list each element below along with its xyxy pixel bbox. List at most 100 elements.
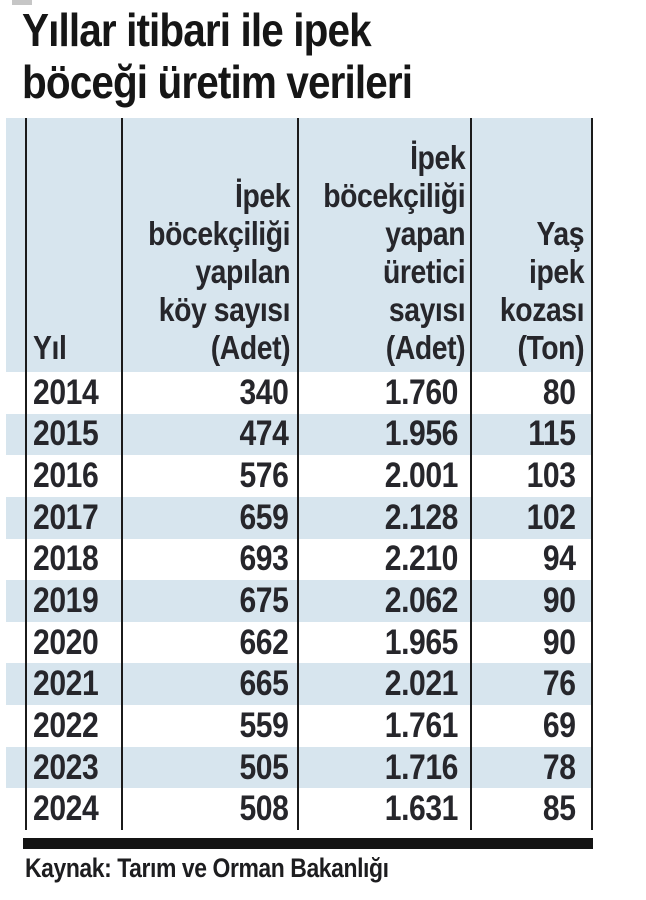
value-cell-villages: 662 (121, 621, 297, 664)
header-line: böcekçiliği (323, 177, 466, 214)
header-cell-text: Yıl (27, 329, 108, 367)
table-row: 2017 659 2.128 102 (6, 496, 593, 539)
row-left-margin (6, 622, 25, 664)
table-row: 2021 665 2.021 76 (6, 663, 593, 706)
value-cell-cocoon: 103 (470, 455, 593, 497)
value-cell-villages: 505 (121, 746, 297, 789)
year-cell: 2015 (25, 413, 121, 456)
table-row: 2014 340 1.760 80 (6, 372, 593, 414)
cell-text: 80 (542, 372, 576, 412)
year-cell: 2019 (25, 580, 121, 622)
value-cell-villages: 675 (121, 580, 297, 622)
cell-text: 2024 (33, 789, 99, 829)
header-line: kozası (499, 291, 585, 328)
cell-text: 103 (526, 456, 576, 496)
table-row: 2022 559 1.761 69 (6, 705, 593, 747)
value-cell-villages: 340 (121, 372, 297, 414)
cell-text: 115 (528, 414, 576, 454)
cell-text: 1.956 (384, 414, 459, 454)
year-cell: 2017 (25, 496, 121, 539)
header-line: İpek (410, 139, 466, 176)
page-title-text: Yıllar itibari ile ipek böceği üretim ver… (22, 4, 413, 108)
value-cell-cocoon: 78 (470, 746, 593, 789)
year-cell: 2022 (25, 705, 121, 747)
value-cell-cocoon: 102 (470, 496, 593, 539)
cell-text: 662 (239, 622, 289, 662)
cell-text: 693 (239, 539, 289, 579)
header-line: (Ton) (517, 329, 585, 366)
value-cell-producers: 1.956 (297, 413, 470, 456)
cell-text: 2018 (33, 539, 99, 579)
value-cell-cocoon: 69 (470, 705, 593, 747)
header-line: (Adet) (210, 329, 291, 366)
table-row: 2018 693 2.210 94 (6, 538, 593, 581)
row-left-margin (6, 747, 25, 789)
header-line: (Adet) (385, 329, 466, 366)
cell-text: 559 (239, 705, 289, 745)
row-left-margin (6, 455, 25, 497)
cell-text: 508 (239, 789, 289, 829)
header-line: sayısı (388, 291, 466, 328)
cell-text: 665 (239, 664, 289, 704)
header-line: İpek (235, 177, 291, 214)
cell-text: 2.062 (384, 581, 459, 621)
row-left-margin (6, 372, 25, 414)
header-line: yapılan (195, 253, 291, 290)
cell-text: 1.761 (384, 705, 459, 745)
year-cell: 2020 (25, 621, 121, 664)
title-line-1: Yıllar itibari ile ipek (22, 4, 372, 56)
row-left-margin (6, 580, 25, 622)
value-cell-producers: 1.965 (297, 621, 470, 664)
table-row: 2020 662 1.965 90 (6, 621, 593, 664)
cell-text: 1.965 (384, 622, 459, 662)
data-table: Yıl İpek böcekçiliği yapılan köy sayısı (Adet… (6, 118, 593, 831)
value-cell-producers: 1.761 (297, 705, 470, 747)
cell-text: 2017 (33, 497, 99, 537)
row-left-margin (6, 539, 25, 581)
value-cell-cocoon: 90 (470, 621, 593, 664)
value-cell-producers: 1.760 (297, 372, 470, 414)
cell-text: 2023 (33, 747, 99, 787)
cell-text: 1.631 (384, 789, 459, 829)
cell-text: 2015 (33, 414, 99, 454)
cell-text: 2.210 (384, 539, 459, 579)
table-row: 2016 576 2.001 103 (6, 455, 593, 497)
value-cell-villages: 474 (121, 413, 297, 456)
cell-text: 675 (239, 581, 289, 621)
table-row: 2015 474 1.956 115 (6, 413, 593, 456)
value-cell-producers: 2.062 (297, 580, 470, 622)
row-left-margin (6, 414, 25, 456)
header-line: Yıl (33, 329, 67, 366)
year-cell: 2023 (25, 746, 121, 789)
cell-text: 102 (526, 497, 576, 537)
header-cell-text: İpek böcekçiliği yapılan köy sayısı (Adet) (147, 177, 297, 367)
value-cell-cocoon: 76 (470, 663, 593, 706)
cell-text: 1.716 (384, 747, 459, 787)
row-left-margin (6, 705, 25, 747)
year-cell: 2018 (25, 538, 121, 581)
cell-text: 2016 (33, 456, 99, 496)
year-cell: 2016 (25, 455, 121, 497)
source-note: Kaynak: Tarım ve Orman Bakanlığı (25, 852, 453, 884)
bottom-rule (23, 838, 593, 849)
row-left-margin (6, 663, 25, 705)
crop-artifact-mark (12, 0, 32, 5)
cell-text: 2019 (33, 581, 99, 621)
value-cell-producers: 2.128 (297, 496, 470, 539)
value-cell-cocoon: 90 (470, 580, 593, 622)
value-cell-producers: 1.716 (297, 746, 470, 789)
cell-text: 2022 (33, 705, 99, 745)
cell-text: 69 (542, 705, 576, 745)
header-cell-text: İpek böcekçiliği yapan üretici sayısı (Adet) (323, 139, 470, 367)
table-row: 2019 675 2.062 90 (6, 580, 593, 622)
header-line: yapan (385, 215, 466, 252)
header-cell-producers: İpek böcekçiliği yapan üretici sayısı (Adet) (297, 118, 470, 372)
table-body: 2014 340 1.760 80 2015 474 1.956 115 2016 576 2.00… (6, 372, 593, 831)
value-cell-villages: 576 (121, 455, 297, 497)
row-left-margin (6, 788, 25, 830)
header-line: köy sayısı (158, 291, 291, 328)
value-cell-villages: 665 (121, 663, 297, 706)
row-left-margin (6, 118, 25, 372)
cell-text: 659 (239, 497, 289, 537)
